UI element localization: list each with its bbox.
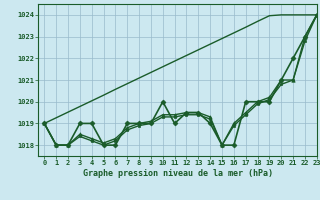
X-axis label: Graphe pression niveau de la mer (hPa): Graphe pression niveau de la mer (hPa) [83, 169, 273, 178]
